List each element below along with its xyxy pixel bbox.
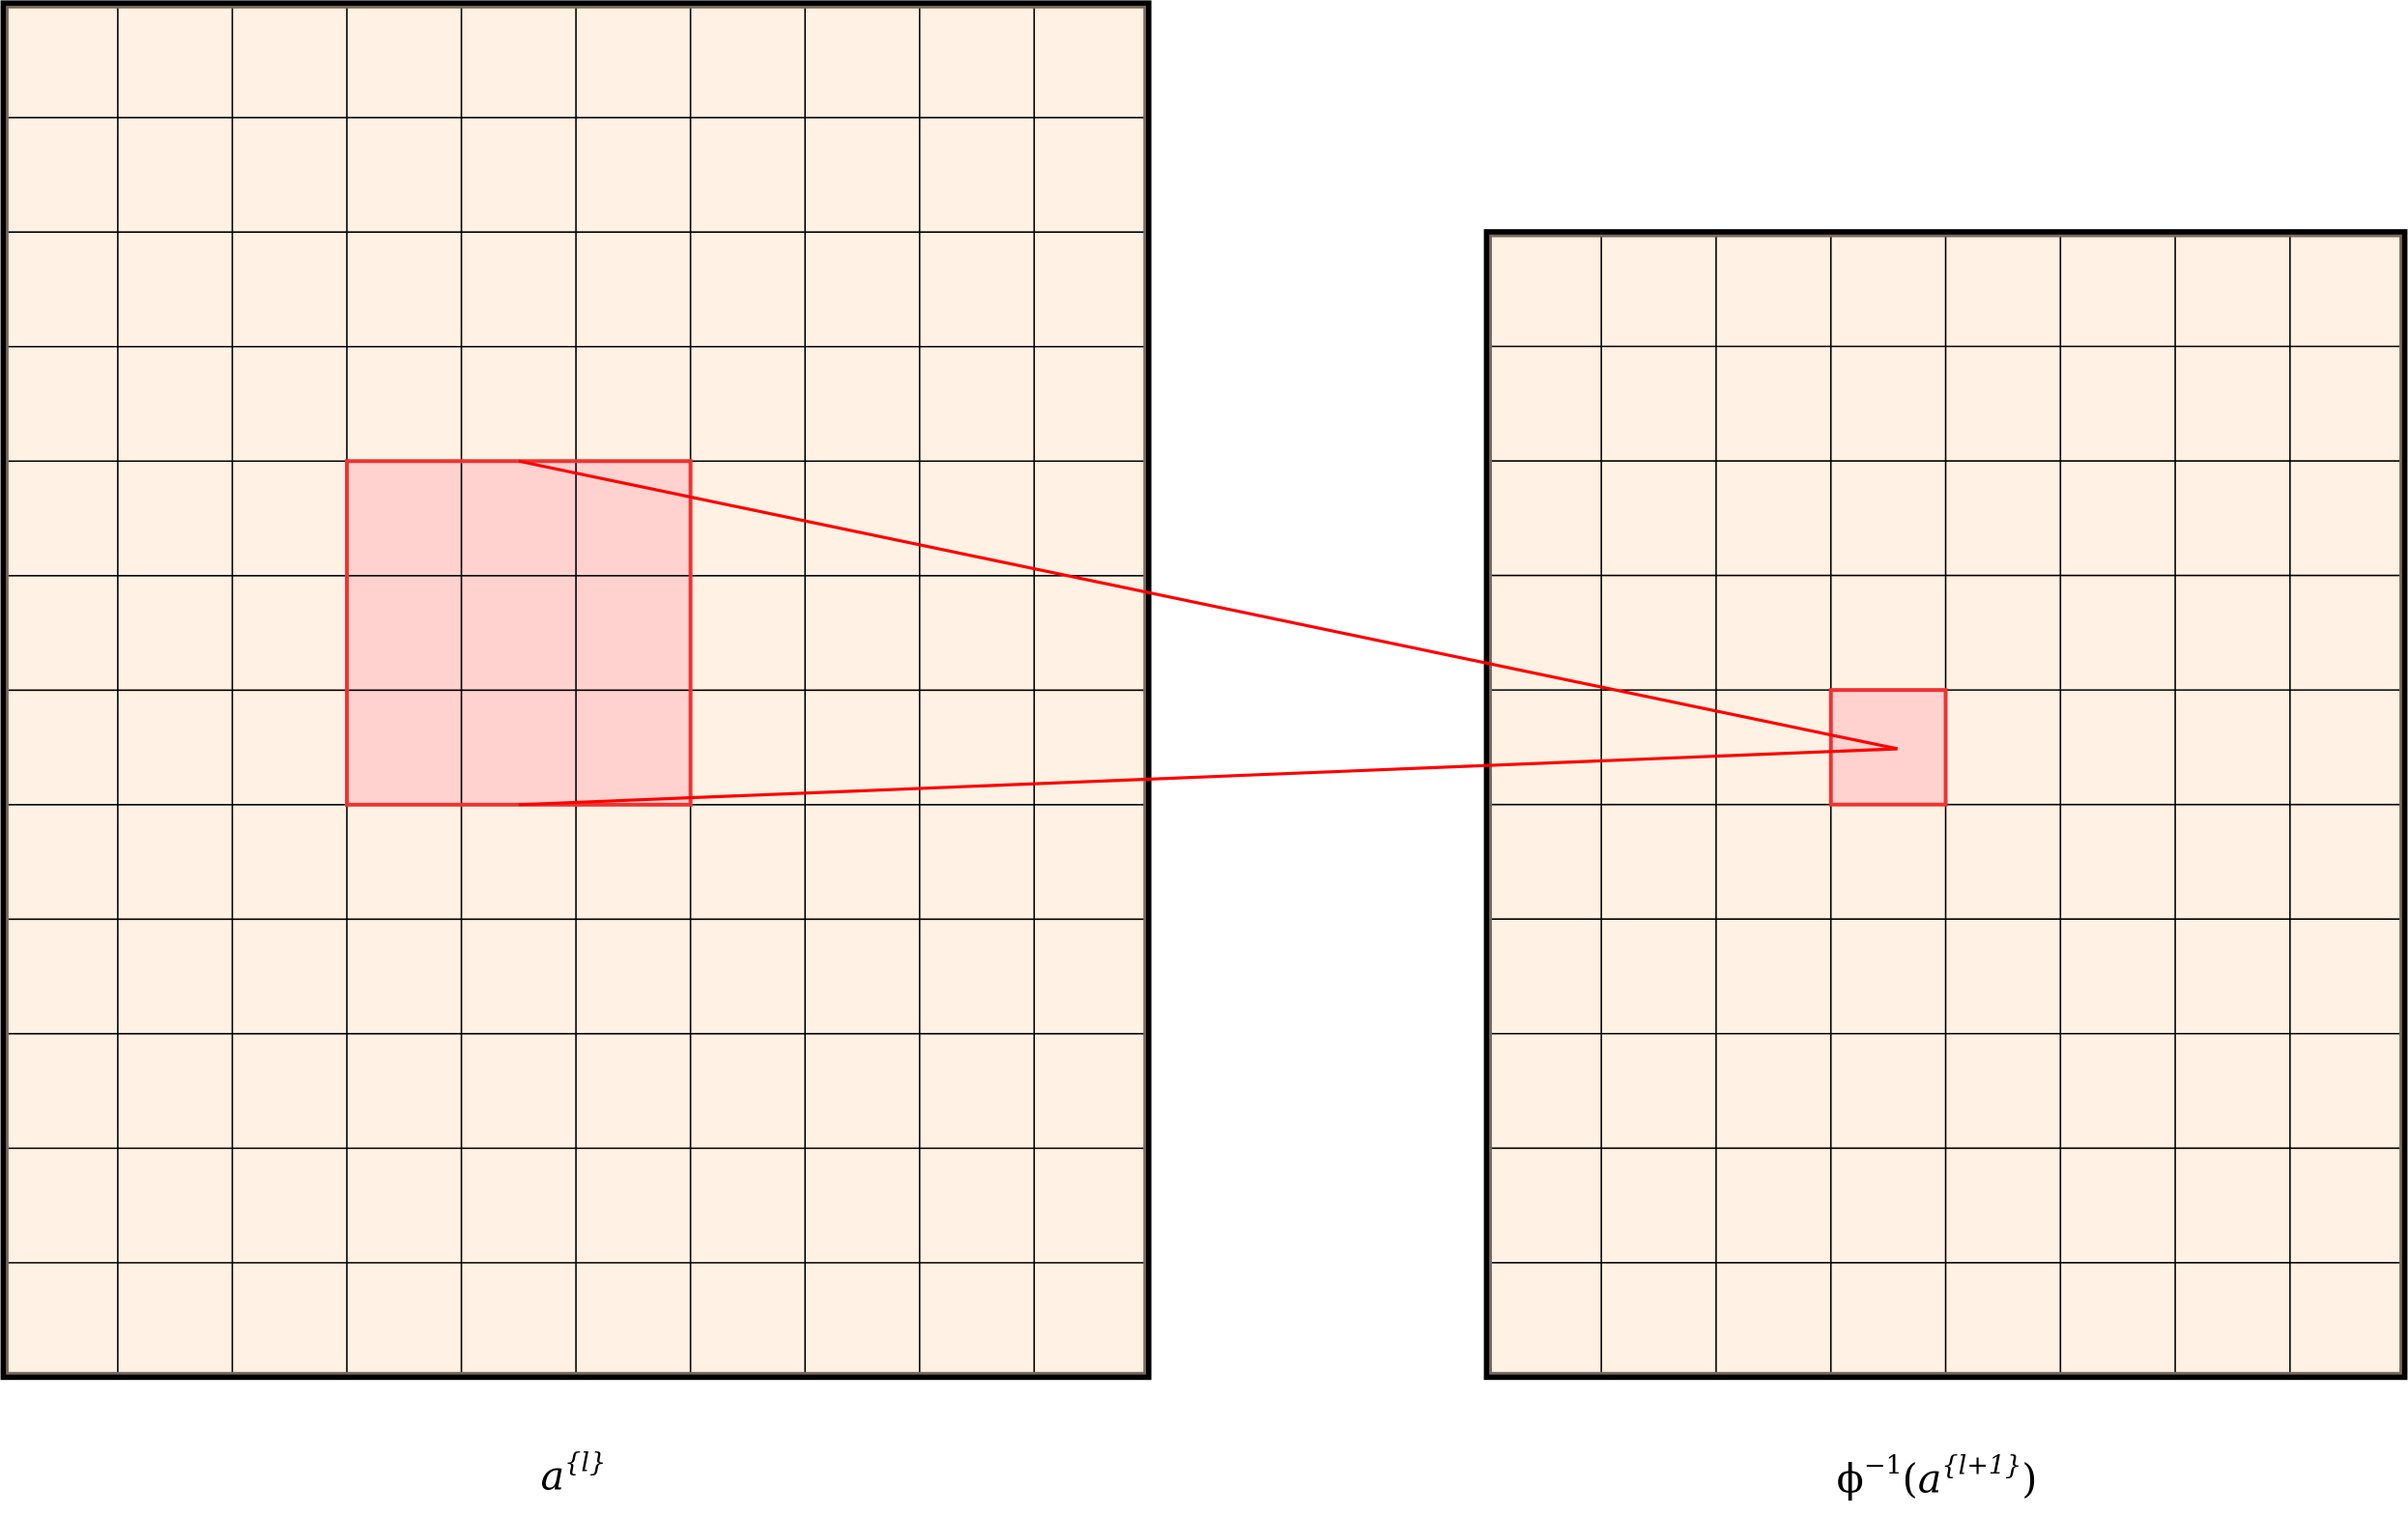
- left-grid-border: [0, 0, 1152, 1381]
- right-grid-inner-border: [1487, 232, 2404, 1377]
- right-label: ϕ−1(a{l+1}): [1837, 1451, 2038, 1503]
- connector-lines: [518, 459, 1898, 807]
- left-feature-map: [0, 0, 1152, 1381]
- right-grid-highlight-border: [1828, 688, 1948, 807]
- connector-line-bottom: [518, 747, 1898, 807]
- left-grid-inner-border: [4, 3, 1148, 1377]
- right-grid-border: [1483, 229, 2408, 1381]
- connector-line-top: [518, 459, 1898, 751]
- left-label: a{l}: [541, 1447, 607, 1499]
- left-grid-highlight-fill: [346, 461, 691, 805]
- right-feature-map: [1483, 229, 2408, 1381]
